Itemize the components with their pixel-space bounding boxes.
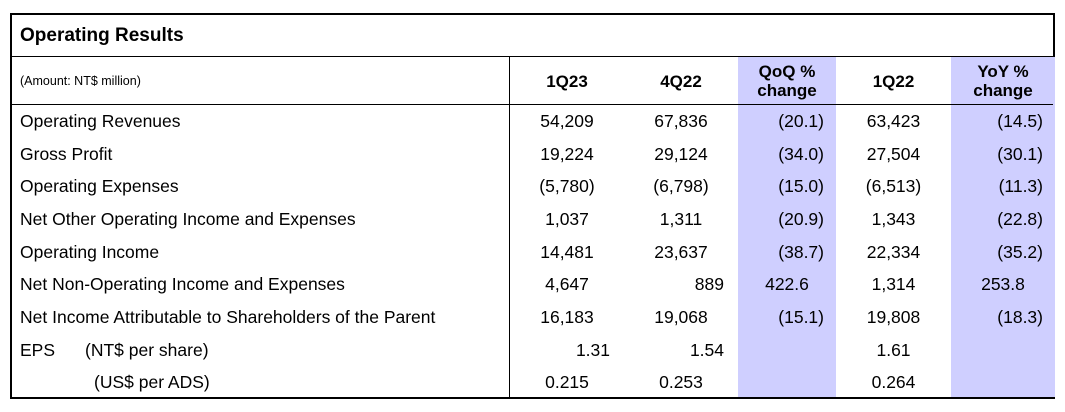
value-1q22: 22,334: [866, 241, 921, 262]
value-yoy: 253.8: [981, 274, 1025, 295]
value-4q22: 1.54: [689, 339, 724, 360]
eps-usd-sublabel: (US$ per ADS): [94, 372, 210, 393]
value-1q23: 0.215: [545, 372, 589, 393]
table-body: Operating Revenues 54,209 67,836 (20.1) …: [12, 105, 1053, 397]
table-row: Net Non-Operating Income and Expenses 4,…: [12, 269, 1053, 302]
header-qoq-change: QoQ % change: [738, 57, 836, 105]
row-label: EPS (NT$ per share): [12, 334, 510, 367]
row-label: Net Non-Operating Income and Expenses: [20, 274, 345, 295]
value-1q22: 1,343: [871, 208, 916, 229]
table-row: Gross Profit 19,224 29,124 (34.0) 27,504…: [12, 138, 1053, 171]
table-row: (US$ per ADS) 0.215 0.253 0.264: [12, 367, 1053, 400]
header-1q22: 1Q22: [872, 71, 915, 91]
table-row: Operating Expenses (5,780) (6,798) (15.0…: [12, 170, 1053, 203]
table-row: EPS (NT$ per share) 1.31 1.54 1.61: [12, 334, 1053, 367]
label-column-divider: [509, 57, 510, 397]
value-yoy: (30.1): [997, 143, 1043, 164]
value-1q23: 14,481: [540, 241, 594, 262]
value-yoy: [951, 334, 1055, 367]
amount-note: (Amount: NT$ million): [20, 73, 141, 88]
table-row: Operating Revenues 54,209 67,836 (20.1) …: [12, 105, 1053, 138]
row-label: (US$ per ADS): [12, 367, 510, 400]
value-yoy: (14.5): [997, 110, 1043, 131]
value-qoq: (38.7): [778, 241, 824, 262]
value-1q22: 63,423: [866, 110, 921, 131]
header-yoy-change: YoY % change: [951, 57, 1055, 105]
header-qoq-line2: change: [757, 81, 817, 100]
value-qoq: (20.9): [778, 208, 824, 229]
header-yoy-line1: YoY %: [977, 62, 1029, 81]
qoq-column-shade: [738, 57, 836, 397]
table-row: Net Other Operating Income and Expenses …: [12, 203, 1053, 236]
row-label: Net Other Operating Income and Expenses: [20, 208, 356, 229]
header-yoy-line2: change: [973, 81, 1033, 100]
table-header-row: (Amount: NT$ million) 1Q23 4Q22 QoQ % ch…: [12, 57, 1053, 105]
row-label: Net Income Attributable to Shareholders …: [20, 307, 436, 328]
value-qoq: (15.0): [778, 176, 824, 197]
header-1q23: 1Q23: [546, 71, 588, 91]
value-4q22: 0.253: [659, 372, 703, 393]
row-label: Operating Expenses: [20, 176, 179, 197]
value-1q22: (6,513): [865, 176, 922, 197]
value-4q22: 67,836: [654, 110, 708, 131]
value-qoq: [738, 367, 836, 400]
table-title-bar: Operating Results: [12, 15, 1053, 57]
eps-label: EPS: [20, 339, 56, 360]
yoy-column-shade: [951, 57, 1055, 397]
value-1q23: 16,183: [540, 307, 594, 328]
value-1q23: 1,037: [545, 208, 589, 229]
operating-results-table: Operating Results (Amount: NT$ million) …: [10, 13, 1055, 399]
value-1q23: 19,224: [540, 143, 594, 164]
value-yoy: (35.2): [997, 241, 1043, 262]
table-title: Operating Results: [20, 25, 184, 46]
value-qoq: (20.1): [778, 110, 824, 131]
value-qoq: (15.1): [778, 307, 824, 328]
value-1q22: 19,808: [866, 307, 921, 328]
row-label: Gross Profit: [20, 143, 113, 164]
value-qoq: [738, 334, 836, 367]
header-4q22: 4Q22: [660, 71, 702, 91]
value-4q22: 1,311: [659, 208, 703, 229]
value-1q23: 1.31: [575, 339, 610, 360]
eps-ntd-sublabel: (NT$ per share): [85, 339, 209, 360]
row-label: Operating Income: [20, 241, 160, 262]
table-row: Net Income Attributable to Shareholders …: [12, 301, 1053, 334]
value-1q22: 27,504: [866, 143, 921, 164]
value-4q22: 29,124: [654, 143, 708, 164]
value-4q22: (6,798): [653, 176, 709, 197]
value-4q22: 23,637: [654, 241, 708, 262]
table-row: Operating Income 14,481 23,637 (38.7) 22…: [12, 236, 1053, 269]
value-yoy: (18.3): [997, 307, 1043, 328]
value-1q22: 0.264: [871, 372, 916, 393]
value-1q23: 54,209: [540, 110, 594, 131]
value-1q22: 1,314: [871, 274, 916, 295]
value-1q23: (5,780): [539, 176, 595, 197]
header-qoq-line1: QoQ %: [758, 62, 816, 81]
value-yoy: [951, 367, 1055, 400]
value-1q22: 1.61: [876, 339, 911, 360]
value-4q22: 19,068: [654, 307, 708, 328]
value-yoy: (22.8): [997, 208, 1043, 229]
row-label: Operating Revenues: [20, 110, 181, 131]
value-yoy: (11.3): [998, 176, 1043, 197]
value-qoq: 422.6: [765, 274, 809, 295]
value-1q23: 4,647: [545, 274, 589, 295]
value-qoq: (34.0): [778, 143, 824, 164]
value-4q22: 889: [694, 274, 724, 295]
